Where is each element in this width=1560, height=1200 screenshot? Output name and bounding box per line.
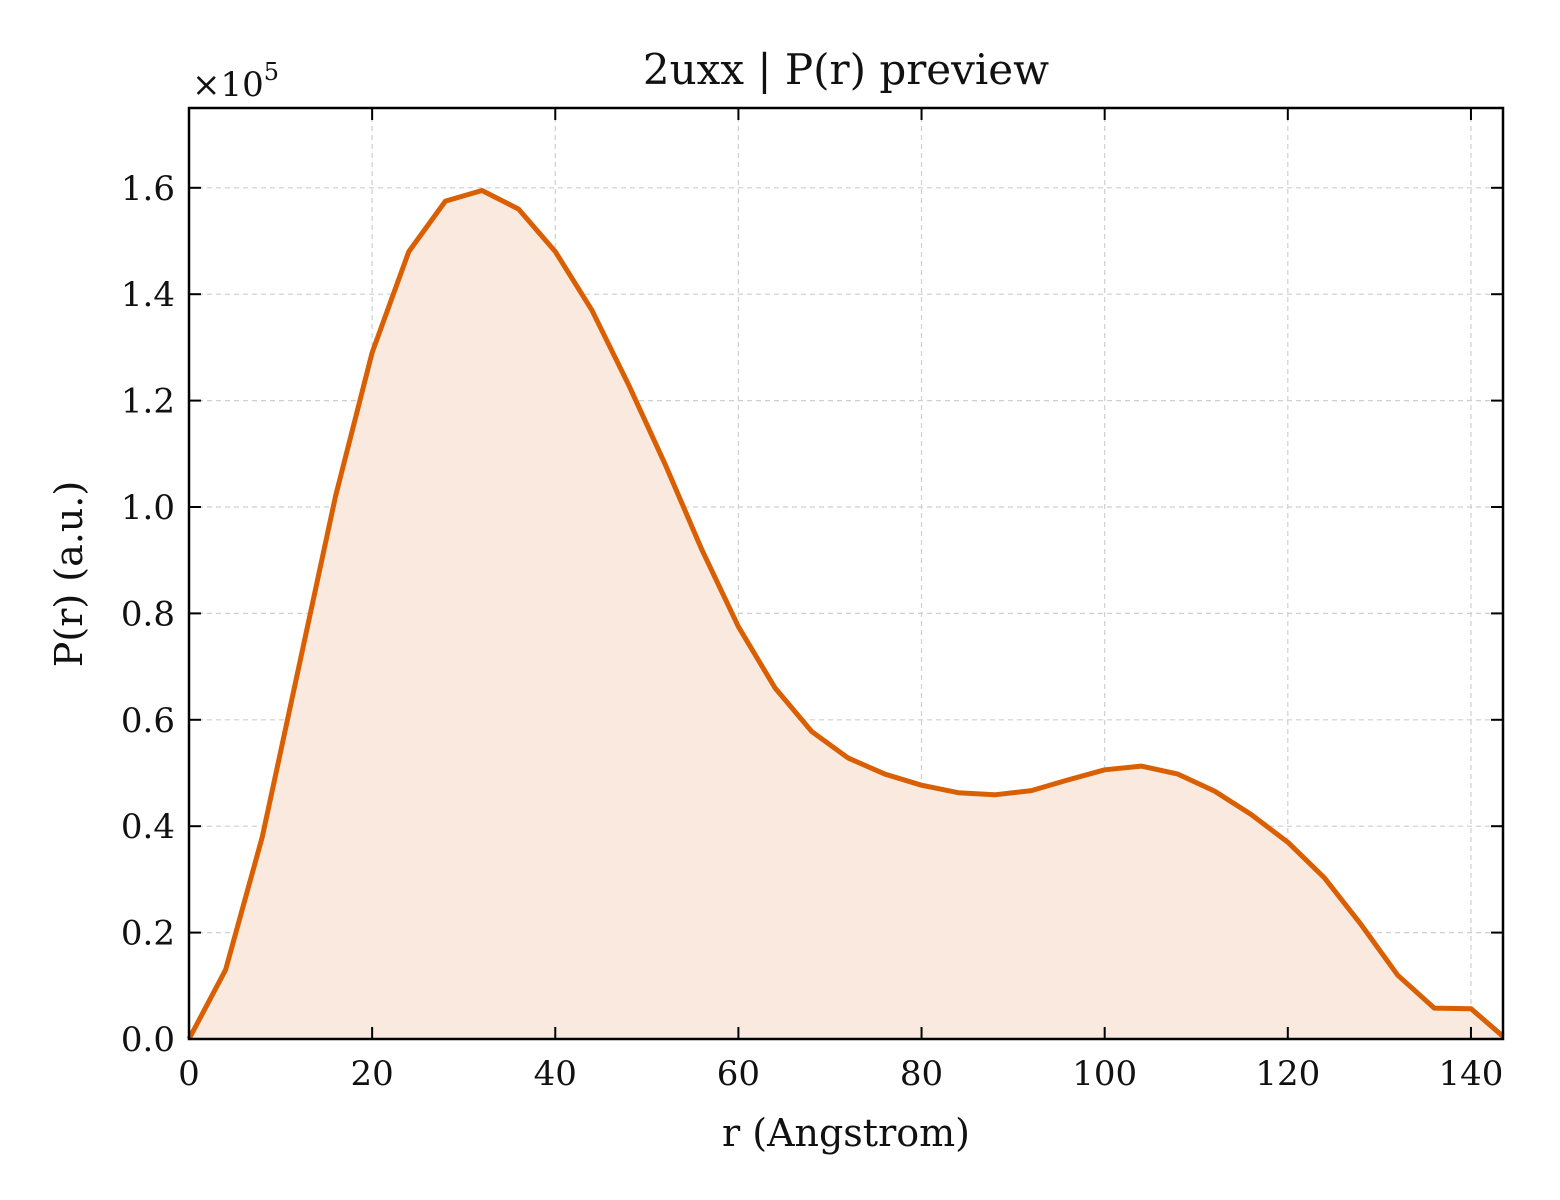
x-tick-label: 20 [351,1054,394,1094]
y-axis-label: P(r) (a.u.) [47,481,91,667]
x-tick-label: 0 [178,1054,200,1094]
x-tick-label: 120 [1255,1054,1320,1094]
y-tick-label: 1.4 [121,275,175,315]
x-tick-label: 60 [717,1054,760,1094]
x-axis-label: r (Angstrom) [722,1111,970,1155]
y-tick-label: 1.6 [121,169,175,209]
pr-curve-line [186,188,1505,1041]
ticks: 0 20 40 60 80 100 120 140 0.0 0.2 0.4 0.6 0.8 1.0 1.2 1… [121,108,1503,1094]
y-scale-multiplier: ×105 [192,58,279,105]
y-tick-label: 0.8 [121,594,175,634]
y-tick-label: 0.6 [121,701,175,741]
x-tick-label: 80 [900,1054,943,1094]
y-scale-exponent: 5 [264,58,279,86]
x-tick-label: 140 [1438,1054,1503,1094]
svg-text:×105: ×105 [192,58,279,105]
y-tick-label: 1.0 [121,488,175,528]
chart-title: 2uxx | P(r) preview [643,45,1049,94]
x-tick-label: 100 [1072,1054,1137,1094]
pr-area-fill [189,190,1503,1039]
y-scale-base: ×10 [192,65,264,105]
plot-frame [187,106,1505,1041]
series-layer [186,188,1505,1041]
y-tick-label: 0.4 [121,807,175,847]
y-tick-label: 0.0 [121,1020,175,1060]
x-tick-label: 40 [534,1054,577,1094]
y-tick-label: 1.2 [121,382,175,422]
y-tick-label: 0.2 [121,914,175,954]
